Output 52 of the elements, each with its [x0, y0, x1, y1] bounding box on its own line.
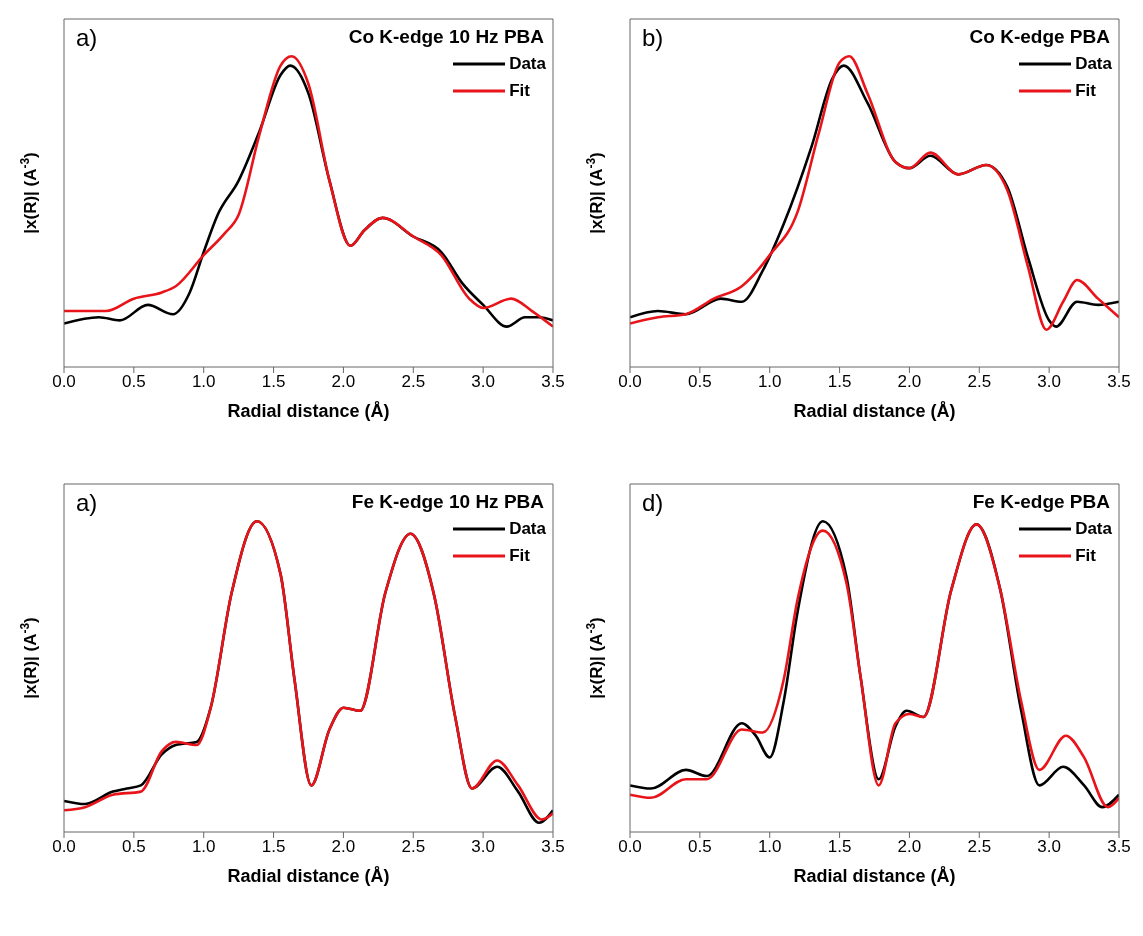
x-tick-label: 0.0 — [618, 837, 642, 857]
x-tick-label: 3.5 — [541, 837, 565, 857]
x-tick-label: 3.0 — [1037, 372, 1061, 392]
text: a) — [76, 489, 98, 517]
legend-label: Fit — [509, 80, 530, 101]
x-tick-label: 3.0 — [471, 837, 495, 857]
x-tick-label: 1.5 — [827, 372, 852, 392]
legend-label: Data — [1075, 518, 1112, 539]
x-tick-label: 0.5 — [122, 372, 146, 392]
x-tick-label: 0.5 — [122, 837, 146, 857]
chart-title: Co K-edge 10 Hz PBA — [348, 26, 544, 48]
x-tick-label: 1.0 — [191, 837, 216, 857]
text: b) — [642, 24, 664, 52]
x-tick-label: 2.0 — [331, 372, 356, 392]
x-tick-label: 2.0 — [331, 837, 356, 857]
x-tick-label: 1.5 — [261, 837, 286, 857]
x-tick-label: 1.5 — [261, 372, 286, 392]
x-tick-label: 0.0 — [52, 372, 76, 392]
x-tick-label: 2.0 — [897, 837, 922, 857]
x-axis-title: Radial distance (Å) — [793, 866, 956, 886]
legend-label: Fit — [1075, 545, 1096, 566]
legend-label: Data — [509, 518, 546, 539]
x-tick-label: 2.5 — [967, 372, 992, 392]
x-tick-label: 2.5 — [401, 372, 426, 392]
x-tick-label: 0.5 — [688, 837, 712, 857]
x-tick-label: 1.0 — [757, 372, 782, 392]
x-tick-label: 2.5 — [967, 837, 992, 857]
text: a) — [76, 24, 98, 52]
legend-label: Data — [509, 53, 546, 74]
x-tick-label: 3.5 — [541, 372, 565, 392]
legend-label: Fit — [1075, 80, 1096, 101]
x-tick-label: 3.0 — [471, 372, 495, 392]
chart-title: Fe K-edge 10 Hz PBA — [351, 491, 544, 513]
x-axis-title: Radial distance (Å) — [793, 401, 956, 421]
x-tick-label: 3.5 — [1107, 372, 1131, 392]
x-axis-title: Radial distance (Å) — [227, 401, 390, 421]
chart-title: Fe K-edge PBA — [972, 491, 1110, 513]
chart-title: Co K-edge PBA — [969, 26, 1110, 48]
x-tick-label: 1.0 — [191, 372, 216, 392]
x-tick-label: 3.0 — [1037, 837, 1061, 857]
x-tick-label: 1.5 — [827, 837, 852, 857]
x-tick-label: 2.5 — [401, 837, 426, 857]
x-tick-label: 3.5 — [1107, 837, 1131, 857]
x-axis-title: Radial distance (Å) — [227, 866, 390, 886]
x-tick-label: 2.0 — [897, 372, 922, 392]
x-tick-label: 0.0 — [618, 372, 642, 392]
x-tick-label: 1.0 — [757, 837, 782, 857]
x-tick-label: 0.5 — [688, 372, 712, 392]
legend-label: Data — [1075, 53, 1112, 74]
text: d) — [642, 489, 664, 517]
x-tick-label: 0.0 — [52, 837, 76, 857]
legend-label: Fit — [509, 545, 530, 566]
